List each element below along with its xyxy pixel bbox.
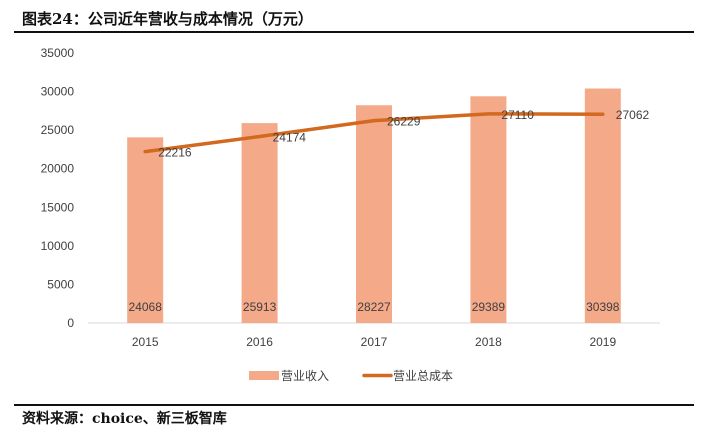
x-tick-label: 2015 xyxy=(132,335,159,349)
line-series xyxy=(143,112,605,154)
bar xyxy=(584,88,621,323)
y-tick-label: 30000 xyxy=(41,85,75,99)
y-tick-label: 20000 xyxy=(41,162,75,176)
legend-label: 营业总成本 xyxy=(393,369,453,383)
x-tick-label: 2019 xyxy=(589,335,616,349)
bar xyxy=(241,123,278,323)
line-data-label: 22216 xyxy=(158,146,192,160)
x-tick-label: 2016 xyxy=(246,335,273,349)
bar xyxy=(470,96,507,324)
source-note: 资料来源：choice、新三板智库 xyxy=(22,411,227,427)
top-rule xyxy=(14,31,694,33)
y-tick-label: 35000 xyxy=(41,46,75,60)
bar xyxy=(356,105,392,323)
y-tick-label: 5000 xyxy=(47,277,74,291)
legend-label: 营业收入 xyxy=(281,369,329,383)
line-data-label: 27110 xyxy=(501,108,534,122)
y-tick-label: 25000 xyxy=(41,123,75,137)
x-tick-label: 2018 xyxy=(475,335,502,349)
bottom-rule xyxy=(14,404,694,406)
figure-title: 图表24：公司近年营收与成本情况（万元） xyxy=(22,10,313,28)
y-tick-label: 0 xyxy=(67,316,74,330)
y-tick-label: 10000 xyxy=(41,239,75,253)
bar-data-label: 30398 xyxy=(586,300,620,314)
bar-data-label: 29389 xyxy=(472,300,506,314)
legend-swatch-bar xyxy=(249,371,279,380)
line-data-label: 24174 xyxy=(273,131,307,145)
y-tick-label: 15000 xyxy=(41,200,75,214)
bar-data-label: 25913 xyxy=(243,300,277,314)
bar-data-label: 28227 xyxy=(357,300,391,314)
line-data-label: 27062 xyxy=(616,108,650,122)
bar-data-label: 24068 xyxy=(129,300,163,314)
line-data-label: 26229 xyxy=(387,115,421,129)
x-tick-label: 2017 xyxy=(361,335,388,349)
bar xyxy=(127,137,164,323)
